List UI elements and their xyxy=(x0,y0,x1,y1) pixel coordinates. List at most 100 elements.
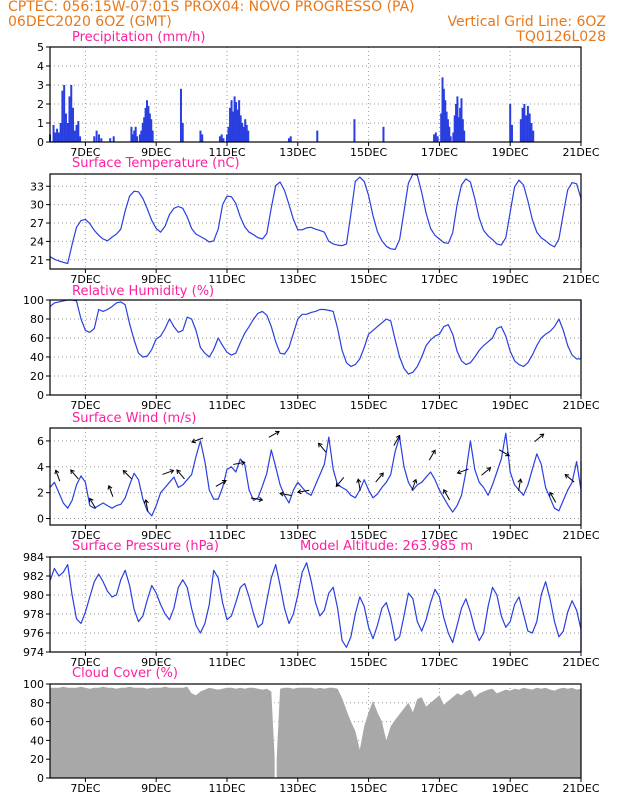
precip-bar xyxy=(353,119,356,142)
panel-title-pres: Surface Pressure (hPa) xyxy=(72,539,219,554)
panel-temp: Surface Temperature (nC) 21 24 27 30 33 7DEC 9D… xyxy=(30,156,600,286)
wind-arrow-shaft xyxy=(335,477,345,487)
temp-series-line xyxy=(49,173,582,265)
precip-bar xyxy=(134,126,137,142)
precip-bar xyxy=(441,77,444,142)
precip-bar xyxy=(461,119,464,142)
precip-bar xyxy=(247,130,250,142)
wind-arrow xyxy=(122,469,132,480)
precip-bar xyxy=(526,105,529,142)
x-tick-label: 7DEC xyxy=(70,399,100,412)
pres-series-line xyxy=(49,562,582,655)
wind-arrow-head xyxy=(89,497,94,503)
wind-arrow xyxy=(317,442,327,453)
wind-arrow-shaft xyxy=(176,469,185,480)
header-grid-line: Vertical Grid Line: 6OZ xyxy=(447,14,606,30)
y-tick-label: 0 xyxy=(37,513,44,526)
wind-arrow-head xyxy=(443,488,448,494)
wind-arrow-head xyxy=(412,478,418,484)
x-tick-label: 13DEC xyxy=(279,529,316,542)
wind-arrow xyxy=(481,467,492,476)
precip-bar xyxy=(218,136,221,142)
y-tick-label: 1 xyxy=(37,117,44,130)
x-tick-label: 7DEC xyxy=(70,529,100,542)
panel-pres: Surface Pressure (hPa) Model Altitude: 26… xyxy=(23,539,600,669)
wind-arrow xyxy=(250,496,264,502)
wind-arrow-shaft xyxy=(279,492,292,496)
y-tick-label: 0 xyxy=(37,772,44,785)
x-tick-label: 15DEC xyxy=(350,146,387,159)
precip-bar xyxy=(144,107,147,142)
precip-bar xyxy=(56,128,59,142)
precip-bar xyxy=(143,117,146,142)
y-tick-label: 100 xyxy=(23,678,44,691)
y-tick-label: 2 xyxy=(37,98,44,111)
precip-bar xyxy=(112,136,115,142)
y-tick-label: 20 xyxy=(30,753,44,766)
wind-arrow-shaft xyxy=(518,479,522,491)
precip-bar xyxy=(79,136,82,142)
precip-bar xyxy=(457,117,460,142)
wind-arrow xyxy=(564,473,575,483)
precip-bar xyxy=(181,123,184,142)
wind-arrow-shaft xyxy=(250,497,263,501)
x-tick-label: 13DEC xyxy=(279,146,316,159)
x-tick-label: 15DEC xyxy=(350,656,387,669)
precip-bar xyxy=(57,132,60,142)
precip-bar xyxy=(93,136,96,142)
wind-arrow-shaft xyxy=(375,472,384,483)
x-tick-label: 11DEC xyxy=(208,273,245,286)
wind-arrow-shaft xyxy=(443,489,451,501)
panel-frame xyxy=(49,427,582,526)
y-tick-label: 60 xyxy=(30,332,44,345)
panel-frame xyxy=(49,46,582,143)
x-tick-label: 9DEC xyxy=(141,782,171,795)
precip-bar xyxy=(227,126,230,142)
y-tick-label: 100 xyxy=(23,294,44,307)
y-tick-label: 984 xyxy=(23,551,44,564)
precip-bar xyxy=(382,126,385,142)
rh-series-line xyxy=(49,299,582,375)
wind-arrow xyxy=(335,477,345,488)
wind-arrow xyxy=(279,491,292,497)
y-tick-label: 20 xyxy=(30,370,44,383)
panel-frame xyxy=(49,556,582,653)
precip-bar xyxy=(287,138,290,142)
wind-arrow-shaft xyxy=(498,449,510,456)
x-tick-label: 21DEC xyxy=(562,529,599,542)
x-tick-label: 11DEC xyxy=(208,656,245,669)
wind-arrow-head xyxy=(70,469,75,475)
x-tick-label: 13DEC xyxy=(279,782,316,795)
wind-arrow-head xyxy=(379,472,384,478)
wind-arrow xyxy=(89,497,97,509)
precip-bar xyxy=(445,111,448,142)
y-tick-label: 978 xyxy=(23,608,44,621)
precip-bar xyxy=(528,113,531,142)
wind-arrow-head xyxy=(143,498,149,504)
wind-arrow xyxy=(176,469,185,480)
y-tick-label: 976 xyxy=(23,627,44,640)
header-date: 06DEC2020 6OZ (GMT) xyxy=(8,14,172,30)
x-tick-label: 19DEC xyxy=(492,656,529,669)
panel-title-temp: Surface Temperature (nC) xyxy=(72,156,240,171)
precip-bar xyxy=(64,113,67,142)
panel-title-cloud: Cloud Cover (%) xyxy=(72,666,178,681)
wind-arrow-head xyxy=(169,469,175,474)
precip-bar xyxy=(73,130,76,142)
wind-arrow xyxy=(356,478,362,491)
y-tick-label: 4 xyxy=(37,60,44,73)
precip-bar xyxy=(148,113,151,142)
precip-bar xyxy=(316,130,319,142)
wind-arrow-head xyxy=(107,484,113,490)
wind-arrow xyxy=(375,472,384,483)
x-tick-label: 11DEC xyxy=(208,529,245,542)
wind-arrow-shaft xyxy=(457,468,469,474)
precip-bar xyxy=(72,107,75,142)
panel-title-wind: Surface Wind (m/s) xyxy=(72,411,196,426)
precip-bar xyxy=(434,132,437,142)
panel-title-precip: Precipitation (mm/h) xyxy=(72,30,205,45)
wind-arrow-head xyxy=(191,438,197,444)
precip-bar xyxy=(244,119,247,142)
wind-arrow-shaft xyxy=(428,449,436,461)
x-tick-label: 21DEC xyxy=(562,656,599,669)
